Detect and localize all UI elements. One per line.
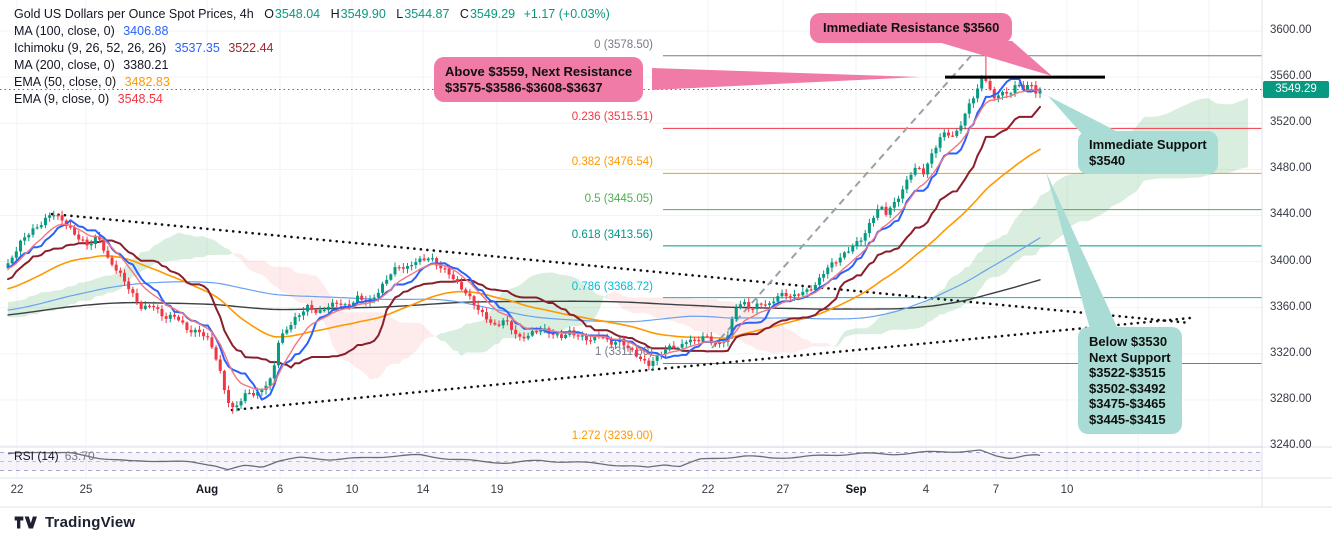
annotation-text: $3502-$3492 [1089,380,1166,396]
time-axis-label: 6 [276,484,284,496]
indicator-row-ema9[interactable]: EMA (9, close, 0) 3548.54 [14,92,163,106]
ichimoku-kijun-value: 3522.44 [228,41,274,55]
time-axis-label: 22 [10,484,24,496]
annotation-text: $3475-$3465 [1089,396,1166,411]
annotation-immediate-resistance[interactable]: Immediate Resistance $3560 [810,13,1013,43]
annotation-text: Next Support [1089,349,1171,365]
price-axis-label: 3480.00 [1270,162,1312,175]
price-axis-label: 3280.00 [1270,392,1312,405]
ohlc-open-value: 3548.04 [274,7,321,21]
rsi-label: RSI (14) [14,449,59,463]
time-axis-label: Aug [195,484,219,496]
ohlc-low-label: L [396,7,404,21]
ohlc-high-label: H [330,7,340,21]
pane-separators [0,0,1332,508]
annotation-text: $3575-$3586-$3608-$3637 [445,79,603,95]
indicator-row-ichimoku[interactable]: Ichimoku (9, 26, 52, 26, 26) 3537.35 352… [14,41,274,55]
annotation-next-resistance[interactable]: Above $3559, Next Resistance $3575-$3586… [434,57,644,102]
indicator-row-ema50[interactable]: EMA (50, close, 0) 3482.83 [14,75,170,89]
indicator-row-ma200[interactable]: MA (200, close, 0) 3380.21 [14,58,169,72]
annotation-text: Below $3530 [1089,334,1168,349]
overlay-lines-under [7,105,1041,369]
tradingview-logo[interactable]: TradingView [14,514,135,531]
drawn-lines [50,39,1192,412]
overlay-lines-over [7,77,1041,401]
time-axis-label: 10 [345,484,359,496]
tradingview-wordmark: TradingView [45,514,136,531]
annotation-next-support[interactable]: Below $3530 Next Support $3522-$3515 $35… [1078,327,1182,434]
time-axis-label: 22 [701,484,715,496]
ohlc-change: +1.17 (+0.03%) [523,7,610,21]
ma100-value: 3406.88 [123,24,169,38]
annotation-text: Immediate Support [1089,137,1207,152]
time-axis-label: Sep [845,484,867,496]
annotation-immediate-support[interactable]: Immediate Support $3540 [1078,131,1218,174]
current-price-badge: 3549.29 [1263,80,1329,98]
price-axis-label: 3600.00 [1270,24,1312,36]
indicator-row-ma100[interactable]: MA (100, close, 0) 3406.88 [14,24,169,38]
annotation-text: Immediate Resistance $3560 [823,20,1000,35]
price-axis-label: 3400.00 [1270,254,1312,267]
annotation-text: $3522-$3515 [1089,365,1166,380]
rsi-pane [0,449,1262,471]
time-axis-label: 19 [490,484,504,496]
fib-level-label: 1 (3311.60) [595,346,653,359]
fib-level-label: 0.5 (3445.05) [584,192,653,205]
price-axis-label: 3360.00 [1270,300,1312,313]
fib-level-label: 0.618 (3413.56) [571,228,653,241]
symbol-title-row[interactable]: Gold US Dollars per Ounce Spot Prices, 4… [14,6,610,23]
symbol-title: Gold US Dollars per Ounce Spot Prices, 4… [14,7,254,21]
price-axis-label: 3560.00 [1270,70,1312,83]
ohlc-close-label: C [459,7,469,21]
ohlc-close-value: 3549.29 [469,7,516,21]
fib-level-label: 1.272 (3239.00) [571,430,653,443]
annotation-text: $3445-$3415 [1089,411,1166,427]
fib-level-label: 0.786 (3368.72) [571,280,653,293]
fib-level-label: 0 (3578.50) [594,38,653,51]
rsi-indicator-row[interactable]: RSI (14) 63.70 [14,449,95,463]
tradingview-mark-icon [14,516,37,529]
ohlc-open-label: O [264,7,274,21]
ema9-value: 3548.54 [117,92,163,106]
time-axis-label: 7 [992,484,1000,496]
price-axis-label: 3240.00 [1270,439,1312,451]
grid-layer [0,0,1262,478]
time-axis-label: 27 [776,484,790,496]
price-axis-label: 3520.00 [1270,116,1312,129]
price-axis-label: 3320.00 [1270,346,1312,359]
price-axis-label: 3440.00 [1270,208,1312,221]
time-axis-label: 10 [1060,484,1074,496]
fib-level-label: 0.382 (3476.54) [571,156,653,169]
ema50-value: 3482.83 [124,75,170,89]
annotation-text: $3540 [1089,152,1126,168]
ma200-value: 3380.21 [123,58,169,72]
ohlc-low-value: 3544.87 [404,7,450,21]
legend: Gold US Dollars per Ounce Spot Prices, 4… [14,6,610,108]
annotation-text: Above $3559, Next Resistance [445,64,633,79]
ichimoku-tenkan-value: 3537.35 [174,41,220,55]
time-axis-label: 25 [79,484,93,496]
rsi-value: 63.70 [64,449,95,463]
annotation-tails [652,41,1122,329]
time-axis-label: 4 [922,484,930,496]
time-axis-label: 14 [416,484,430,496]
ohlc-high-value: 3549.90 [340,7,386,21]
fib-level-label: 0.236 (3515.51) [571,111,653,124]
